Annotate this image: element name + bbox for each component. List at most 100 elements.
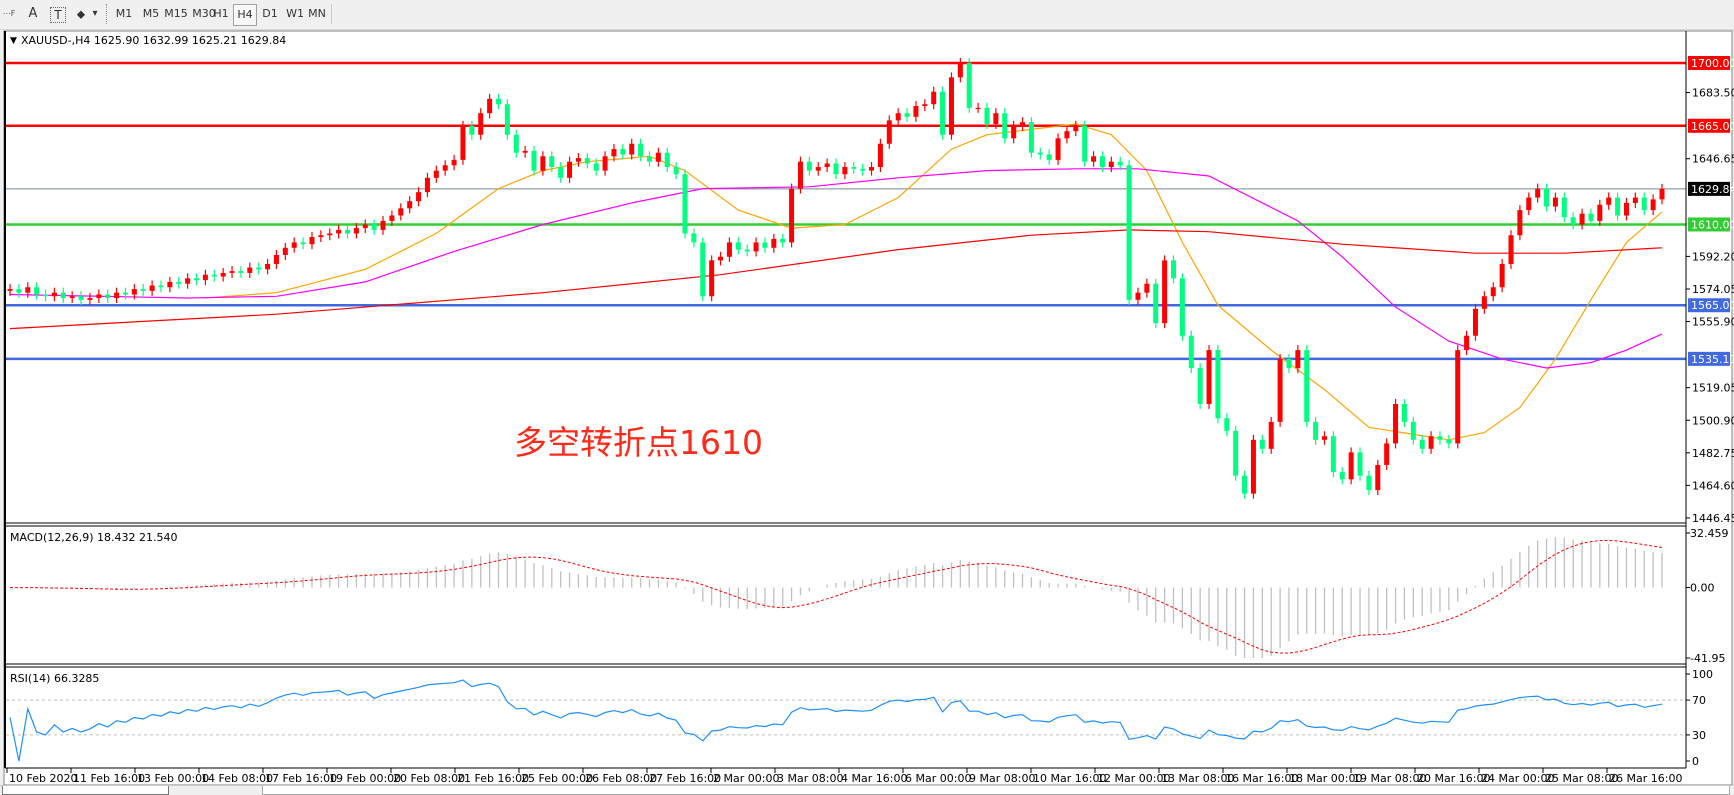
macd-pane[interactable] — [9, 537, 1663, 658]
timeframe-m15[interactable]: M15 — [164, 7, 188, 20]
candle-body — [629, 143, 635, 155]
candle-body — [1064, 131, 1070, 139]
text-label-tool-icon[interactable]: T — [50, 7, 66, 23]
candle-body — [247, 267, 253, 273]
candle-body — [1437, 436, 1443, 440]
candle-body — [1357, 452, 1363, 476]
price-tick-label: 1592.20 — [1692, 250, 1734, 263]
timeframe-d1[interactable]: D1 — [262, 7, 278, 20]
candle — [176, 276, 182, 289]
candle-body — [682, 174, 688, 234]
candle-body — [797, 161, 803, 189]
candle-body — [238, 271, 244, 273]
candle-body — [860, 168, 866, 171]
time-tick-label: 26 Feb 08:00 — [585, 772, 657, 785]
toolbar-separator — [106, 4, 109, 24]
candle — [558, 162, 564, 183]
chart-tab[interactable] — [262, 786, 1730, 795]
candle — [1242, 470, 1248, 499]
moving-average-line — [9, 168, 1663, 369]
candle — [629, 138, 635, 160]
price-tag — [1688, 55, 1730, 70]
candle-body — [1446, 439, 1452, 444]
candle-body — [96, 294, 102, 299]
candle-body — [353, 228, 359, 234]
candle-body — [371, 224, 377, 230]
candle — [122, 287, 128, 300]
candle-body — [1632, 197, 1638, 203]
candle-body — [966, 62, 972, 108]
candle-body — [256, 267, 262, 270]
candle-body — [824, 163, 830, 168]
candle — [673, 162, 679, 180]
candle-body — [87, 298, 93, 300]
candle-body — [380, 220, 386, 230]
moving-average-line — [9, 229, 1663, 330]
candle — [575, 153, 581, 167]
candle — [1028, 117, 1034, 158]
candle — [549, 151, 555, 173]
timeframe-m30[interactable]: M30 — [192, 7, 216, 20]
timeframe-w1[interactable]: W1 — [286, 7, 304, 20]
candle-body — [549, 156, 555, 168]
time-tick-label: 14 Feb 08:00 — [201, 772, 273, 785]
candle — [1321, 431, 1327, 445]
collapse-arrow-icon[interactable]: ▼ — [10, 36, 17, 46]
timeframe-mn[interactable]: MN — [308, 7, 326, 20]
candle — [96, 289, 102, 304]
candle — [442, 160, 448, 176]
timeframe-h1[interactable]: H1 — [213, 7, 229, 20]
candle — [1570, 212, 1576, 230]
price-pane[interactable] — [6, 57, 1686, 499]
candle-body — [940, 91, 946, 135]
arrows-tool-icon[interactable]: ⬥ — [76, 7, 86, 21]
candle-body — [1215, 350, 1221, 419]
candle — [1428, 431, 1434, 454]
price-tag-label: 1610.00 — [1691, 218, 1734, 231]
annotation-text[interactable]: 多空转折点1610 — [514, 423, 763, 462]
candle-body — [1535, 188, 1541, 198]
candle-body — [202, 274, 208, 281]
text-tool-icon[interactable]: A — [28, 6, 38, 21]
candle — [7, 284, 13, 296]
candle — [966, 57, 972, 113]
candle — [345, 224, 351, 239]
candle — [424, 172, 430, 198]
candle — [709, 255, 715, 302]
candle-body — [1082, 125, 1088, 162]
candle — [540, 151, 546, 176]
candle — [1295, 345, 1301, 374]
candle-body — [469, 125, 475, 135]
candle-body — [1428, 436, 1434, 449]
candle — [256, 262, 262, 275]
properties-grid-icon[interactable]: ⋯F — [2, 9, 16, 18]
timeframe-m5[interactable]: M5 — [142, 7, 160, 20]
candle — [1037, 147, 1043, 160]
rsi-pane[interactable] — [6, 679, 1686, 762]
candle — [797, 156, 803, 194]
candle — [1490, 282, 1496, 302]
timeframe-m1[interactable]: M1 — [115, 7, 133, 20]
candle-body — [416, 192, 422, 202]
candle-body — [664, 152, 670, 168]
candle — [611, 144, 617, 162]
candle — [602, 151, 608, 176]
candle-body — [273, 254, 279, 264]
price-tag — [1688, 217, 1730, 232]
candle-body — [1579, 213, 1585, 225]
candle — [1623, 197, 1629, 221]
candle — [149, 280, 155, 296]
candle-body — [726, 242, 732, 257]
candle-body — [1055, 138, 1061, 160]
candle — [1401, 398, 1407, 427]
candle-body — [1268, 421, 1274, 449]
time-tick-label: 12 Mar 00:00 — [1097, 772, 1170, 785]
timeframe-h4[interactable]: H4 — [233, 4, 257, 26]
candle — [167, 276, 173, 293]
time-tick-label: 25 Mar 08:00 — [1545, 772, 1618, 785]
chart-tab[interactable] — [2, 786, 169, 795]
candle-body — [638, 143, 644, 157]
candle-body — [593, 163, 599, 171]
chevron-down-icon[interactable]: ▾ — [92, 8, 98, 19]
